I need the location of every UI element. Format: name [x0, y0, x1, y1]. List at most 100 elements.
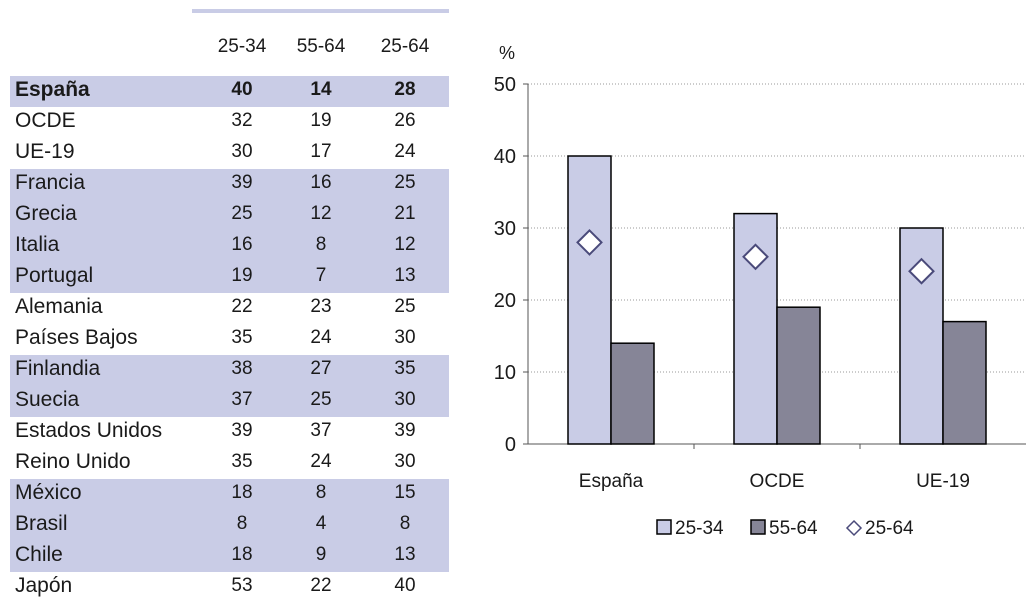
table-row: Alemania 22 23 25 [10, 293, 449, 324]
row-value-25-34: 39 [231, 420, 253, 441]
row-value-25-34: 30 [231, 141, 253, 162]
marker-layer [576, 228, 935, 285]
row-country-label: Brasil [15, 512, 68, 535]
row-country-label: Finlandia [15, 357, 101, 380]
row-value-25-34: 53 [231, 575, 253, 596]
row-country-label: Suecia [15, 388, 80, 411]
row-value-25-34: 35 [231, 327, 253, 348]
column-header-25-34: 25-34 [217, 36, 267, 57]
row-country-label: Estados Unidos [15, 419, 163, 442]
row-value-55-64: 8 [315, 482, 327, 503]
chart: % 0 10 20 30 40 50 España OCDE UE-19 25-34 55-64 2… [470, 0, 1026, 600]
y-tick-label: 50 [494, 74, 516, 96]
table-row: Chile 18 9 13 [10, 541, 449, 572]
row-country-label: Reino Unido [15, 450, 131, 473]
bar-55-64 [942, 320, 987, 445]
x-tick-label: España [579, 471, 644, 492]
data-table: 25-34 55-64 25-64 España 40 14 28 OCDE 32 19 26… [0, 0, 460, 600]
row-country-label: OCDE [15, 109, 76, 132]
row-value-25-34: 25 [231, 203, 253, 224]
marker-25-64 [576, 228, 603, 256]
label-layer: 0 10 20 30 40 50 España OCDE UE-19 [494, 74, 970, 492]
legend-swatch-25-64 [845, 519, 863, 537]
row-value-55-64: 19 [310, 110, 332, 131]
row-value-25-64: 39 [394, 420, 416, 441]
row-value-25-64: 15 [394, 482, 416, 503]
y-tick-label: 30 [494, 218, 516, 240]
row-value-55-64: 24 [310, 327, 332, 348]
row-value-25-64: 25 [394, 172, 416, 193]
x-tick-label: OCDE [750, 471, 805, 492]
legend-label-25-34: 25-34 [675, 518, 724, 539]
row-value-25-64: 13 [394, 544, 416, 565]
row-country-label: Chile [15, 543, 63, 566]
row-country-label: Francia [15, 171, 86, 194]
table-top-rule [192, 9, 449, 13]
table-row: Italia 16 8 12 [10, 231, 449, 262]
table-row: Reino Unido 35 24 30 [10, 448, 449, 479]
table-row: Portugal 19 7 13 [10, 262, 449, 293]
row-country-label: Japón [15, 574, 73, 597]
row-value-25-64: 40 [394, 575, 416, 596]
table-row: Países Bajos 35 24 30 [10, 324, 449, 355]
row-value-25-64: 24 [394, 141, 416, 162]
row-country-label: Países Bajos [15, 326, 138, 349]
row-value-25-64: 21 [394, 203, 416, 224]
bar-layer [567, 155, 987, 445]
bar-25-34 [567, 155, 612, 445]
row-value-25-34: 37 [231, 389, 253, 410]
row-value-25-64: 25 [394, 296, 416, 317]
row-value-55-64: 4 [315, 513, 327, 534]
row-value-55-64: 17 [310, 141, 332, 162]
row-value-55-64: 14 [310, 79, 332, 100]
row-country-label: UE-19 [15, 140, 75, 163]
row-value-25-64: 30 [394, 451, 416, 472]
row-value-55-64: 25 [310, 389, 332, 410]
row-value-55-64: 12 [310, 203, 332, 224]
row-value-25-34: 8 [236, 513, 248, 534]
row-value-55-64: 7 [315, 265, 327, 286]
row-country-label: Portugal [15, 264, 94, 287]
legend-label-55-64: 55-64 [769, 518, 818, 539]
row-value-55-64: 37 [310, 420, 332, 441]
row-value-25-64: 30 [394, 389, 416, 410]
row-country-label: Grecia [15, 202, 77, 225]
row-value-25-64: 12 [394, 234, 416, 255]
row-country-label: España [15, 78, 90, 101]
row-value-25-34: 18 [231, 482, 253, 503]
row-value-25-64: 28 [394, 79, 416, 100]
row-value-55-64: 27 [310, 358, 332, 379]
table-row: OCDE 32 19 26 [10, 107, 449, 138]
y-tick-label: 40 [494, 146, 516, 168]
row-value-25-34: 19 [231, 265, 253, 286]
table-row: Suecia 37 25 30 [10, 386, 449, 417]
bar-55-64 [776, 306, 821, 445]
table-row: Francia 39 16 25 [10, 169, 449, 200]
table-row: Grecia 25 12 21 [10, 200, 449, 231]
legend-label-25-64: 25-64 [865, 518, 914, 539]
row-value-25-64: 35 [394, 358, 416, 379]
y-tick-label: 10 [494, 362, 516, 384]
table-row: Estados Unidos 39 37 39 [10, 417, 449, 448]
row-value-25-34: 35 [231, 451, 253, 472]
legend-swatch-55-64 [750, 519, 766, 535]
row-value-55-64: 8 [315, 234, 327, 255]
y-tick-label: 0 [505, 434, 516, 456]
column-header-55-64: 55-64 [296, 36, 346, 57]
table-row: Finlandia 38 27 35 [10, 355, 449, 386]
table-row: Brasil 8 4 8 [10, 510, 449, 541]
row-value-55-64: 9 [315, 544, 327, 565]
column-header-25-64: 25-64 [380, 36, 430, 57]
row-value-55-64: 24 [310, 451, 332, 472]
row-value-25-34: 38 [231, 358, 253, 379]
table-row: España 40 14 28 [10, 76, 449, 107]
row-value-25-34: 40 [231, 79, 253, 100]
row-value-25-34: 16 [231, 234, 253, 255]
table-row: México 18 8 15 [10, 479, 449, 510]
y-tick-label: 20 [494, 290, 516, 312]
row-value-25-34: 39 [231, 172, 253, 193]
row-country-label: Alemania [15, 295, 103, 318]
row-country-label: Italia [15, 233, 60, 256]
row-value-25-34: 22 [231, 296, 253, 317]
